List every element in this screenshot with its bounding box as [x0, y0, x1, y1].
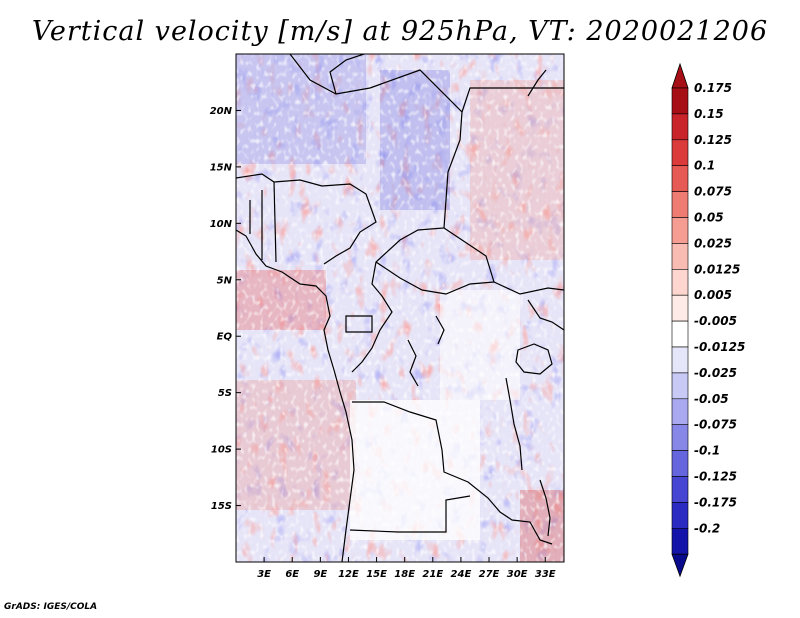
colorbar: 0.175 0.15 0.125 0.1 0.075 0.05 0.025 0.0125 0.0… — [671, 62, 745, 578]
colorbar-label: 0.125 — [694, 133, 732, 147]
lon-tick-label: 30E — [507, 569, 528, 580]
colorbar-label: 0.05 — [694, 211, 724, 225]
border-b — [289, 54, 463, 373]
lat-tick-label: 15S — [211, 501, 232, 512]
lat-tick-label: 10N — [210, 219, 233, 230]
lat-tick-label: 5N — [217, 275, 233, 286]
grads-credit: GrADS: IGES/COLA — [4, 602, 98, 612]
colorbar-segment — [671, 346, 689, 374]
colorbar-label: -0.075 — [694, 418, 737, 432]
colorbar-segment — [671, 217, 689, 244]
colorbar-top-arrow — [671, 62, 689, 89]
lon-tick-label: 9E — [313, 569, 327, 580]
lat-tick-label: EQ — [217, 332, 233, 343]
colorbar-segment — [671, 320, 689, 348]
colorbar-label: -0.125 — [694, 470, 737, 484]
border-h — [349, 495, 471, 533]
colorbar-label: -0.025 — [694, 366, 737, 380]
colorbar-segment — [671, 450, 689, 477]
colorbar-label: -0.05 — [694, 392, 729, 406]
chart-title: Vertical velocity [m/s] at 925hPa, VT: 2… — [31, 16, 769, 47]
colorbar-label: 0.0125 — [694, 262, 740, 276]
colorbar-label: 0.075 — [694, 185, 732, 199]
lon-tick-label: 27E — [479, 569, 500, 580]
colorbar-segment — [671, 527, 689, 555]
lake-victoria — [515, 343, 553, 375]
colorbar-label: -0.2 — [694, 521, 720, 535]
colorbar-segment — [671, 87, 689, 115]
colorbar-label: 0.025 — [694, 236, 732, 250]
lat-tick-label: 5S — [218, 388, 232, 399]
east-rift-line — [527, 299, 564, 331]
lon-tick-label: 3E — [257, 569, 271, 580]
lon-tick-label: 15E — [366, 569, 387, 580]
border-g — [352, 401, 553, 545]
lat-tick-label: 10S — [211, 445, 232, 456]
colorbar-segment — [671, 268, 689, 296]
border-j — [249, 181, 277, 263]
colorbar-label: -0.005 — [694, 314, 737, 328]
lat-tick-label: 20N — [210, 106, 233, 117]
border-i — [345, 315, 373, 333]
latitude-axis: 20N 15N 10N 5N EQ 5S 10S 15S — [210, 106, 241, 512]
colorbar-segment — [671, 139, 689, 167]
plot-frame — [235, 53, 565, 563]
river-segment-b — [435, 315, 445, 345]
colorbar-segment — [671, 191, 689, 218]
colorbar-segment — [671, 113, 689, 141]
colorbar-label: 0.005 — [694, 288, 732, 302]
lake-malawi — [539, 479, 551, 537]
lon-tick-label: 33E — [535, 569, 556, 580]
colorbar-segment — [671, 476, 689, 503]
colorbar-label: 0.175 — [694, 81, 732, 95]
nile-segment — [527, 69, 547, 97]
colorbar-label: -0.0125 — [694, 340, 745, 354]
lon-tick-label: 21E — [422, 569, 443, 580]
boundaries — [236, 54, 564, 562]
colorbar-segment — [671, 424, 689, 451]
longitude-axis: 3E 6E 9E 12E 15E 18E 21E 24E 27E 30E 33E — [257, 557, 556, 580]
colorbar-segment — [671, 243, 689, 270]
colorbar-label: 0.15 — [694, 107, 724, 121]
colorbar-bottom-arrow — [671, 553, 689, 578]
coastline-west-africa — [236, 229, 355, 562]
lon-tick-label: 12E — [338, 569, 359, 580]
border-f — [375, 261, 495, 295]
lon-tick-label: 18E — [394, 569, 415, 580]
lat-tick-label: 15N — [210, 162, 233, 173]
colorbar-label: -0.1 — [694, 444, 720, 458]
colorbar-segment — [671, 502, 689, 529]
border-a — [236, 173, 377, 265]
colorbar-label: 0.1 — [694, 159, 715, 173]
lon-tick-label: 24E — [451, 569, 472, 580]
lake-tanganyika — [505, 377, 523, 471]
colorbar-segment — [671, 372, 689, 400]
colorbar-segment — [671, 294, 689, 322]
velocity-field — [236, 54, 564, 562]
colorbar-label: -0.175 — [694, 495, 737, 509]
river-segment-a — [407, 339, 419, 387]
colorbar-segment — [671, 165, 689, 192]
colorbar-segment — [671, 398, 689, 425]
border-e — [329, 54, 365, 95]
lon-tick-label: 6E — [285, 569, 299, 580]
